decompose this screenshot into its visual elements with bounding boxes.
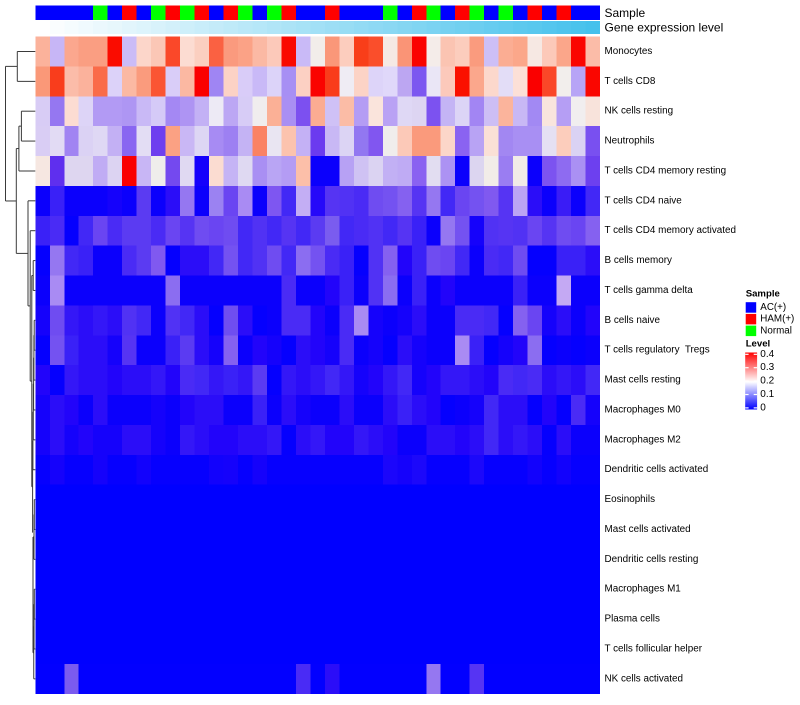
svg-text:Neutrophils: Neutrophils — [605, 136, 655, 147]
svg-text:Sample: Sample — [605, 6, 646, 20]
svg-text:Sample: Sample — [746, 288, 780, 299]
svg-text:Monocytes: Monocytes — [605, 46, 653, 57]
svg-text:T cells CD4 memory activated: T cells CD4 memory activated — [605, 225, 737, 236]
svg-text:HAM(+): HAM(+) — [760, 314, 794, 325]
svg-text:T cells CD8: T cells CD8 — [605, 76, 656, 87]
svg-text:0: 0 — [760, 402, 766, 413]
svg-text:Mast cells resting: Mast cells resting — [605, 375, 681, 386]
svg-text:NK cells resting: NK cells resting — [605, 106, 674, 117]
svg-text:Macrophages M1: Macrophages M1 — [605, 584, 682, 595]
svg-text:B cells naive: B cells naive — [605, 315, 661, 326]
svg-text:0.2: 0.2 — [760, 376, 774, 387]
svg-text:Level: Level — [746, 338, 771, 349]
svg-text:B cells memory: B cells memory — [605, 255, 673, 266]
svg-text:Dendritic cells activated: Dendritic cells activated — [605, 464, 709, 475]
svg-text:NK cells activated: NK cells activated — [605, 673, 683, 684]
svg-text:Macrophages M0: Macrophages M0 — [605, 405, 682, 416]
svg-text:Gene expression level: Gene expression level — [605, 21, 724, 35]
svg-text:Normal: Normal — [760, 325, 792, 336]
svg-text:Plasma cells: Plasma cells — [605, 614, 660, 625]
svg-text:T cells follicular helper: T cells follicular helper — [605, 644, 703, 655]
svg-text:Eosinophils: Eosinophils — [605, 494, 656, 505]
svg-text:T cells CD4 naive: T cells CD4 naive — [605, 195, 683, 206]
svg-text:Dendritic cells resting: Dendritic cells resting — [605, 554, 699, 565]
svg-text:0.4: 0.4 — [760, 349, 774, 360]
svg-text:T cells CD4 memory resting: T cells CD4 memory resting — [605, 165, 727, 176]
svg-text:0.3: 0.3 — [760, 362, 774, 373]
svg-text:Macrophages M2: Macrophages M2 — [605, 434, 681, 445]
svg-text:T cells gamma delta: T cells gamma delta — [605, 285, 694, 296]
svg-text:0.1: 0.1 — [760, 389, 774, 400]
svg-text:Mast cells activated: Mast cells activated — [605, 524, 691, 535]
svg-text:AC(+): AC(+) — [760, 302, 786, 313]
svg-text:T cells regulatory Tregs: T cells regulatory Tregs — [605, 345, 710, 356]
